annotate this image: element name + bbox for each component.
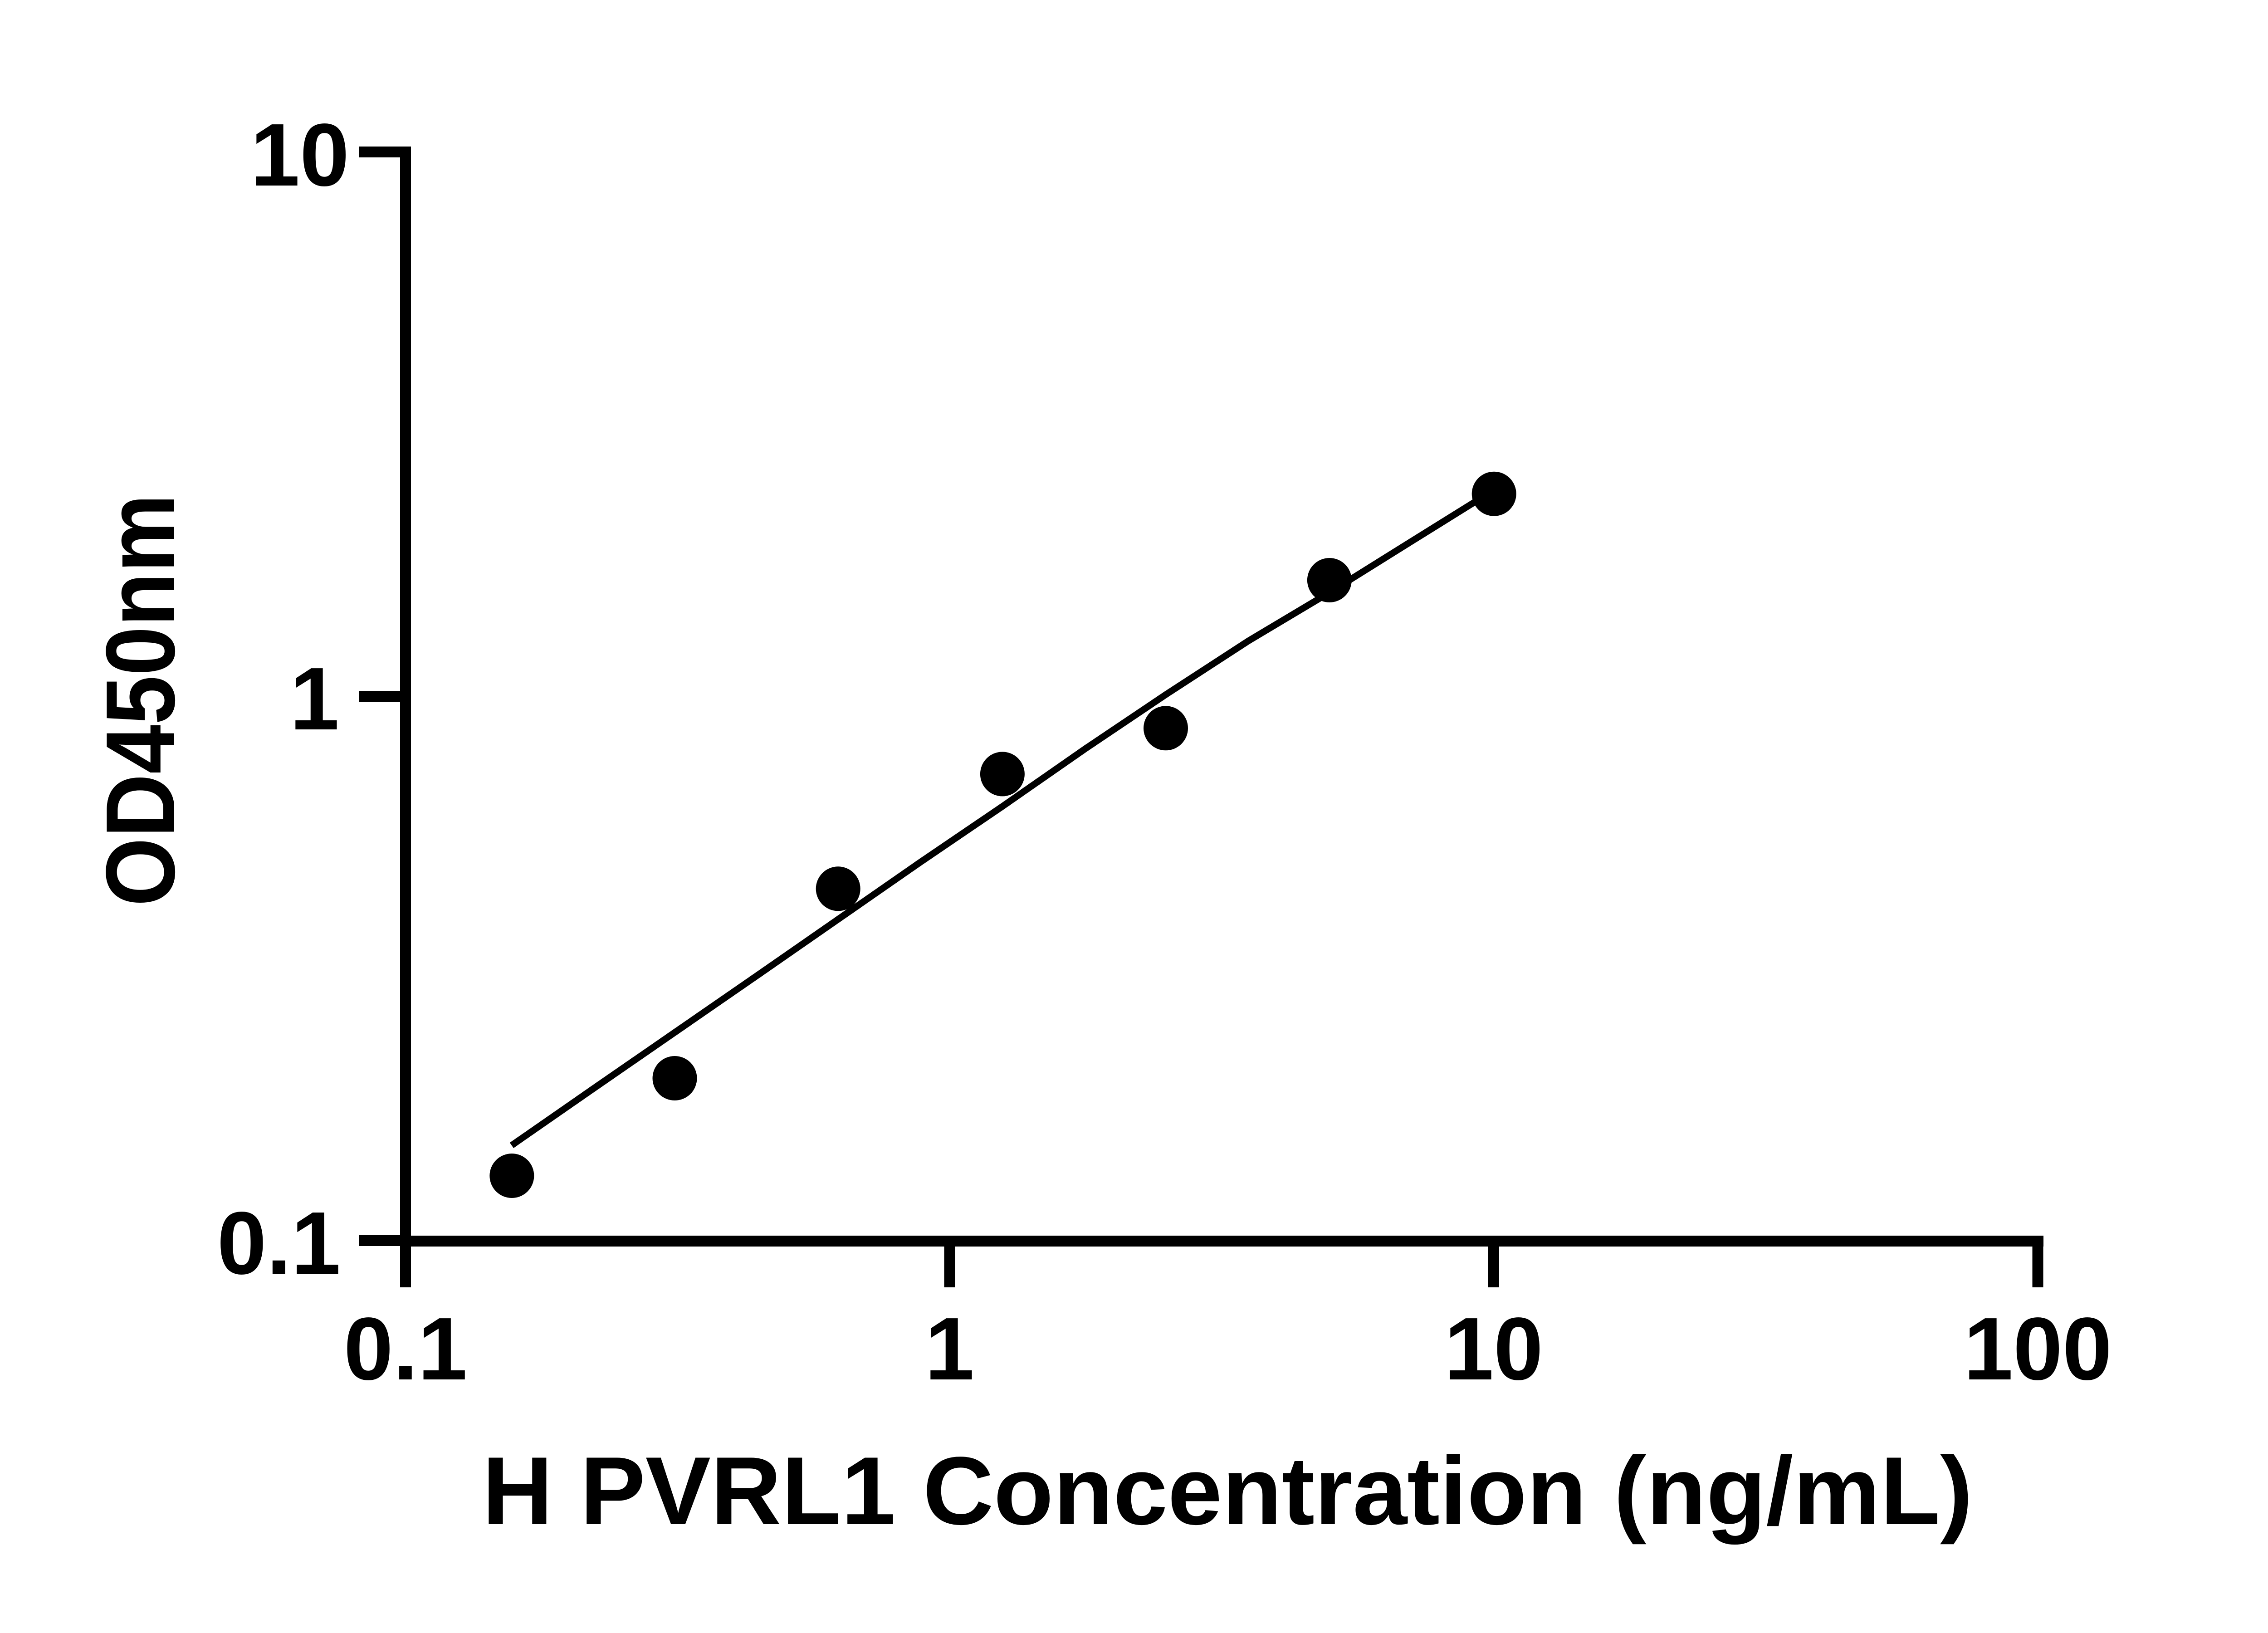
svg-text:10: 10 (1444, 1299, 1543, 1398)
svg-text:1: 1 (290, 649, 339, 748)
svg-text:10: 10 (250, 105, 349, 205)
svg-text:OD450nm: OD450nm (85, 494, 195, 906)
svg-text:1: 1 (925, 1299, 974, 1398)
svg-text:H PVRL1 Concentration (ng/mL): H PVRL1 Concentration (ng/mL) (482, 1437, 1973, 1545)
svg-text:0.1: 0.1 (344, 1299, 467, 1398)
svg-text:0.1: 0.1 (217, 1193, 341, 1293)
svg-text:100: 100 (1964, 1299, 2112, 1398)
